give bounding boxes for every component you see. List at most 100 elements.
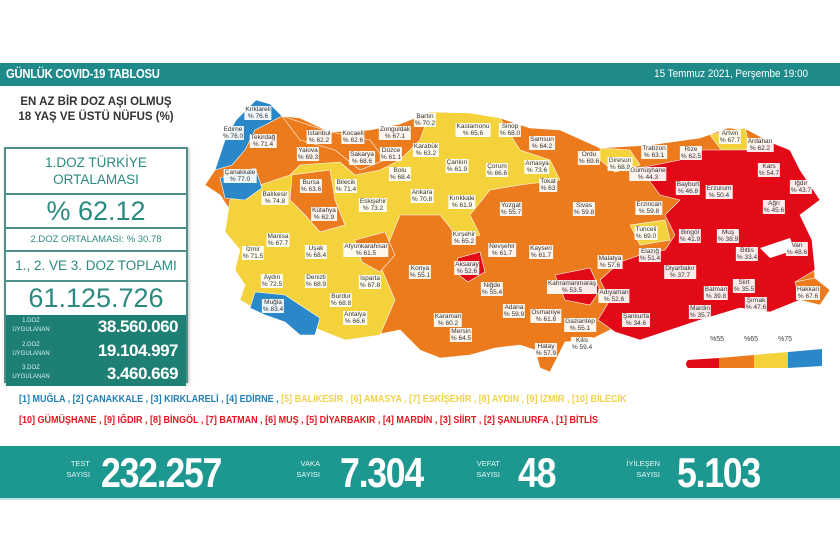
header-bar: GÜNLÜK COVID-19 TABLOSU 15 Temmuz 2021, … xyxy=(0,63,840,86)
province-value: % 65.2 xyxy=(453,238,475,245)
province-name: Erzurum xyxy=(706,185,732,192)
province-label: Adıyaman% 52.6 xyxy=(598,289,630,303)
province-value: % 59.8 xyxy=(573,209,595,216)
province-label: Denizli% 68.9 xyxy=(304,274,328,288)
province-value: % 68.4 xyxy=(305,252,327,259)
stat-value: 232.257 xyxy=(101,449,222,496)
province-value: % 57.6 xyxy=(599,262,621,269)
province-label: Bingöl% 41.9 xyxy=(678,229,702,243)
province-name: Bartın xyxy=(416,113,434,120)
province-label: Afyonkarahisar% 61.5 xyxy=(343,243,389,257)
province-label: Kars% 54.7 xyxy=(757,163,781,177)
province-name: Van xyxy=(791,242,803,249)
dose-row-label: 1.DOZ UYGULANAN xyxy=(6,317,56,335)
stat-label-1: VAKA xyxy=(300,459,320,468)
province-value: % 67.8 xyxy=(359,282,381,289)
province-value: % 73.2 xyxy=(362,205,384,212)
province-name: Zonguldak xyxy=(379,126,411,133)
province-name: Edirne xyxy=(223,126,243,133)
province-value: % 63.2 xyxy=(415,150,437,157)
province-name: Çorum xyxy=(487,163,507,170)
province-label: İstanbul% 62.2 xyxy=(306,130,332,144)
province-label: Konya% 55.1 xyxy=(408,265,432,279)
province-value: % 59.4 xyxy=(571,344,593,351)
province-value: % 55.1 xyxy=(409,272,431,279)
dose-label-1: 1.DOZ xyxy=(22,318,40,324)
province-name: Sinop xyxy=(501,123,519,130)
province-name: Karabük xyxy=(413,143,439,150)
province-value: % 61.5 xyxy=(355,250,377,257)
province-name: Kırıkkale xyxy=(449,195,475,202)
province-value: % 69.3 xyxy=(297,154,319,161)
province-value: % 67.7 xyxy=(719,137,741,144)
province-value: % 38.9 xyxy=(717,236,739,243)
province-label: Aksaray% 52.6 xyxy=(454,261,480,275)
province-value: % 69.6 xyxy=(578,158,600,165)
stat-label-2: SAYISI xyxy=(476,470,500,479)
vaccination-title-line2: 18 YAŞ VE ÜSTÜ NÜFUS (%) xyxy=(18,111,174,123)
province-value: % 73.6 xyxy=(526,167,548,174)
province-value: % 65.6 xyxy=(462,130,484,137)
province-name: Mardin xyxy=(690,305,710,312)
province-value: % 44.3 xyxy=(637,174,659,181)
province-value: % 68.6 xyxy=(351,158,373,165)
province-name: Samsun xyxy=(530,136,554,143)
province-value: % 61.8 xyxy=(535,316,557,323)
province-value: % 64.5 xyxy=(450,335,472,342)
province-label: Ordu% 69.6 xyxy=(577,151,601,165)
province-label: Sivas% 59.8 xyxy=(572,202,596,216)
province-name: Kırklareli xyxy=(245,106,271,113)
stat-value: 5.103 xyxy=(677,449,761,496)
province-name: Ardahan xyxy=(747,138,773,145)
province-label: Kocaeli% 62.6 xyxy=(341,130,365,144)
province-label: Batman% 39.8 xyxy=(703,286,729,300)
province-value: % 70.2 xyxy=(414,120,436,127)
province-name: Kırşehir xyxy=(452,231,476,238)
province-value: % 61.9 xyxy=(446,166,468,173)
province-value: % 63.1 xyxy=(643,152,665,159)
province-value: % 47.6 xyxy=(745,304,767,311)
province-value: % 64.2 xyxy=(531,143,553,150)
province-name: Rize xyxy=(684,146,698,153)
province-value: % 35.5 xyxy=(733,286,755,293)
province-label: Hatay% 57.9 xyxy=(534,343,558,357)
province-name: Sivas xyxy=(576,202,592,209)
province-label: Amasya% 73.6 xyxy=(524,160,550,174)
daily-stats-bar: TEST SAYISI 232.257 VAKA SAYISI 7.304 VEFA… xyxy=(0,446,840,500)
province-name: Yozgat xyxy=(501,202,521,209)
province-name: Gümüşhane xyxy=(630,167,666,174)
province-name: Batman xyxy=(704,286,728,293)
legend-threshold-65: %65 xyxy=(744,336,759,343)
province-label: Malatya% 57.6 xyxy=(597,255,623,269)
province-name: Ağrı xyxy=(768,200,780,207)
province-value: % 70.8 xyxy=(411,196,433,203)
page-title: GÜNLÜK COVID-19 TABLOSU xyxy=(6,67,160,81)
province-label: Artvin% 67.7 xyxy=(718,130,742,144)
province-label: Kütahya% 62.9 xyxy=(311,207,337,221)
province-name: Malatya xyxy=(598,255,622,262)
province-name: Trabzon xyxy=(642,145,666,152)
province-label: Antalya% 66.6 xyxy=(343,311,367,325)
dose-row-value: 3.460.669 xyxy=(106,364,179,383)
dose-row-label: 3.DOZ UYGULANAN xyxy=(6,364,56,382)
province-value: % 48.6 xyxy=(786,249,808,256)
province-value: % 62.6 xyxy=(342,137,364,144)
province-value: % 76.6 xyxy=(247,113,269,120)
dose-row-3: 3.DOZ UYGULANAN 3.460.669 xyxy=(6,362,186,386)
legend-orange xyxy=(719,355,754,368)
province-value: % 69.0 xyxy=(635,233,657,240)
province-value: % 62.5 xyxy=(680,153,702,160)
province-value: % 59.8 xyxy=(638,208,660,215)
province-name: Isparta xyxy=(360,275,380,282)
province-value: % 39.8 xyxy=(705,293,727,300)
province-name: Şırnak xyxy=(746,297,766,304)
province-name: Tokat xyxy=(540,178,556,185)
stat-label-2: SAYISI xyxy=(636,470,660,479)
province-name: Aksaray xyxy=(455,261,479,268)
dose-label-2: UYGULANAN xyxy=(12,327,50,333)
province-value: % 61.7 xyxy=(491,250,513,257)
province-value: % 62.2 xyxy=(749,145,771,152)
province-name: Artvin xyxy=(721,130,739,137)
province-name: Nevşehir xyxy=(489,243,515,250)
province-name: Çankırı xyxy=(446,159,468,166)
